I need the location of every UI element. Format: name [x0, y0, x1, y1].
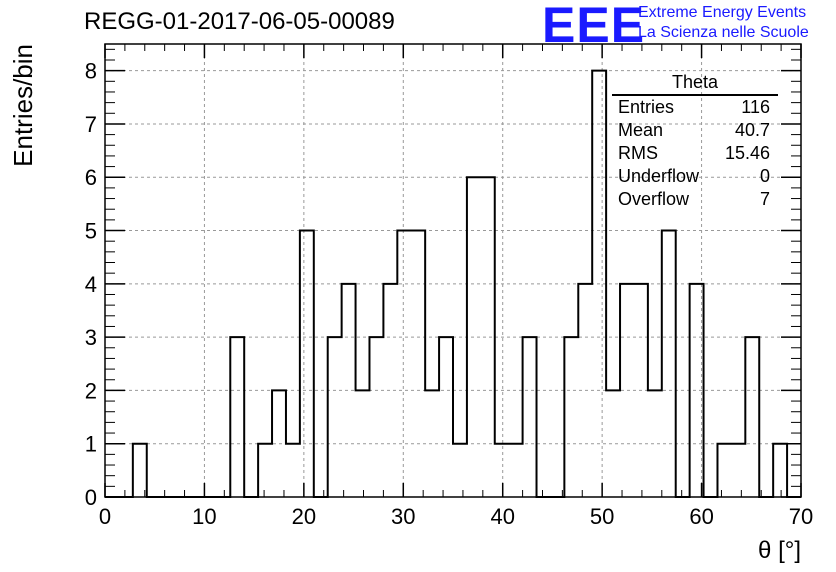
- stats-label: Entries: [618, 97, 675, 117]
- stats-row-mean: Mean 40.7: [612, 119, 778, 142]
- histogram-bin: [606, 390, 620, 497]
- histogram-bin: [272, 390, 286, 497]
- stats-row-entries: Entries 116: [612, 96, 778, 119]
- run-title: REGG-01-2017-06-05-00089: [84, 8, 395, 35]
- logo-caption-line-1: Extreme Energy Events: [638, 4, 807, 21]
- histogram-bin: [356, 390, 370, 497]
- histogram-bin: [481, 177, 495, 497]
- y-tick-label: 6: [85, 165, 97, 190]
- y-tick-label: 5: [85, 219, 97, 244]
- stats-label: Overflow: [618, 189, 690, 209]
- eee-logo: EEE: [542, 0, 646, 53]
- histogram-bin: [731, 444, 745, 497]
- x-tick-label: 70: [789, 504, 813, 529]
- histogram-bin: [258, 444, 272, 497]
- stats-label: Underflow: [618, 166, 700, 186]
- histogram-bin: [133, 444, 147, 497]
- y-tick-label: 8: [85, 59, 97, 84]
- histogram-bin: [578, 284, 592, 497]
- histogram-bin: [648, 390, 662, 497]
- histogram-bin: [523, 337, 537, 497]
- histogram-bin: [286, 444, 300, 497]
- histogram-bin: [453, 444, 467, 497]
- histogram-bin: [425, 390, 439, 497]
- plot-frame: [104, 43, 802, 498]
- y-tick-label: 2: [85, 378, 97, 403]
- stats-label: RMS: [618, 143, 658, 163]
- stats-row-rms: RMS 15.46: [612, 142, 778, 165]
- histogram-bin: [620, 284, 634, 497]
- histogram-bin: [369, 337, 383, 497]
- x-tick-label: 10: [192, 504, 216, 529]
- stats-box: Theta Entries 116 Mean 40.7 RMS 15.46 Un…: [612, 72, 778, 211]
- x-tick-label: 50: [590, 504, 614, 529]
- histogram-bin: [467, 177, 481, 497]
- histogram-bin: [383, 284, 397, 497]
- histogram-bin: [397, 231, 411, 497]
- histogram-bin: [690, 284, 704, 497]
- histogram-bin: [328, 337, 342, 497]
- x-tick-label: 30: [391, 504, 415, 529]
- x-axis-title: θ [°]: [758, 537, 801, 564]
- stats-value: 7: [759, 189, 770, 209]
- stats-value: 15.46: [724, 143, 770, 163]
- histogram-bin: [717, 444, 731, 497]
- histogram-bin: [564, 337, 578, 497]
- histogram-bin: [773, 444, 787, 497]
- y-tick-label: 0: [85, 485, 97, 510]
- histogram-bin: [342, 284, 356, 497]
- y-axis-title: Entries/bin: [8, 44, 38, 167]
- stats-row-overflow: Overflow 7: [612, 188, 778, 211]
- x-tick-label: 0: [99, 504, 111, 529]
- logo-caption-line-2: La Scienza nelle Scuole: [638, 24, 809, 41]
- y-tick-label: 1: [85, 432, 97, 457]
- y-tick-label: 7: [85, 112, 97, 137]
- histogram-bin: [509, 444, 523, 497]
- histogram-bin: [495, 444, 509, 497]
- stats-value: 40.7: [734, 120, 770, 140]
- histogram-bin: [745, 337, 759, 497]
- histogram-bin: [300, 231, 314, 497]
- histogram-bin: [439, 337, 453, 497]
- histogram-bin: [662, 231, 676, 497]
- x-tick-label: 20: [292, 504, 316, 529]
- stats-value: 0: [759, 166, 770, 186]
- stats-row-underflow: Underflow 0: [612, 165, 778, 188]
- histogram-bin: [634, 284, 648, 497]
- x-tick-label: 40: [490, 504, 514, 529]
- histogram-bin: [411, 231, 425, 497]
- y-tick-label: 4: [85, 272, 97, 297]
- stats-title: Theta: [612, 72, 778, 96]
- y-tick-label: 3: [85, 325, 97, 350]
- histogram-bin: [592, 71, 606, 497]
- stats-value: 116: [741, 97, 770, 117]
- x-tick-label: 60: [689, 504, 713, 529]
- stats-label: Mean: [618, 120, 664, 140]
- histogram-bin: [230, 337, 244, 497]
